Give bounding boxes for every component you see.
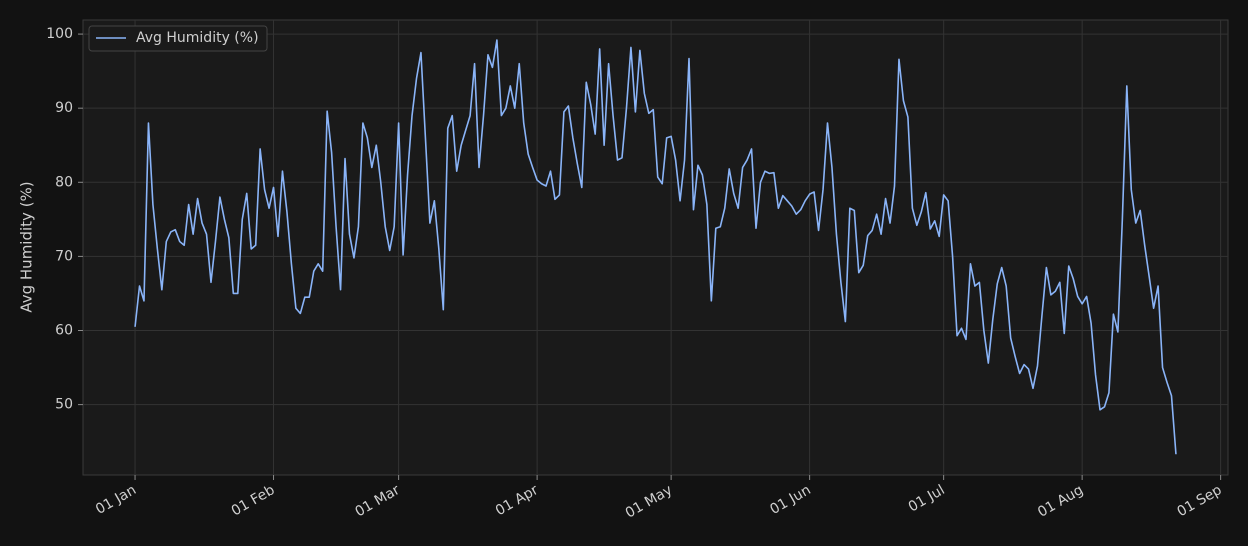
legend-label: Avg Humidity (%) <box>136 30 259 46</box>
data-line <box>134 39 1177 455</box>
y-axis-label: Avg Humidity (%) <box>18 181 36 312</box>
y-tick-label: 50 <box>55 397 73 413</box>
y-tick-label: 100 <box>46 26 73 42</box>
y-tick-label: 60 <box>55 322 73 338</box>
plot-area <box>82 19 1229 476</box>
y-tick-label: 70 <box>55 248 73 264</box>
y-tick-label: 90 <box>55 100 73 116</box>
legend-box <box>88 25 268 52</box>
y-tick-label: 80 <box>55 174 73 190</box>
